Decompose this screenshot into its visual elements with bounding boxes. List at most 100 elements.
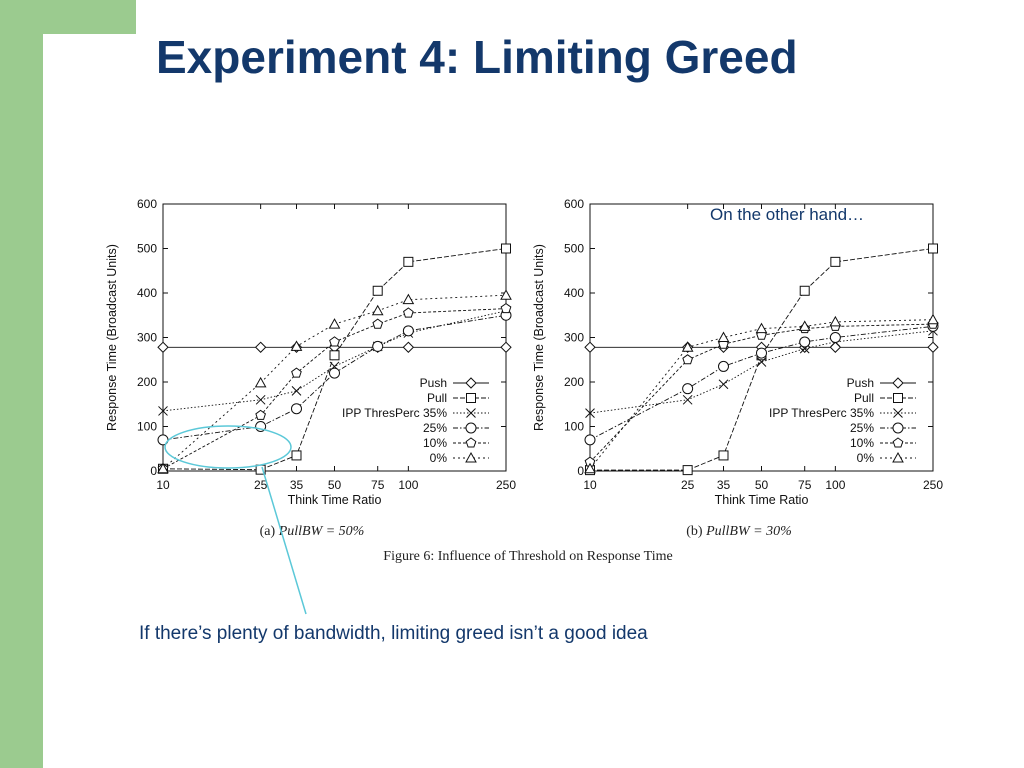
x-axis-label: Think Time Ratio <box>715 493 809 507</box>
data-point <box>717 331 730 342</box>
x-tick-label: 100 <box>825 478 845 492</box>
data-point <box>682 383 694 395</box>
x-tick-label: 50 <box>328 478 342 492</box>
x-axis-label: Think Time Ratio <box>288 493 382 507</box>
x-tick-label: 25 <box>681 478 695 492</box>
chart-panel-a: 0 100 200 300 400 500 600 10 25 35 50 75 100 250 Think… <box>105 197 516 539</box>
data-point <box>584 434 596 446</box>
y-tick-label: 300 <box>137 331 157 345</box>
data-point <box>372 318 384 329</box>
legend-label: Push <box>420 376 447 390</box>
callout-ellipse <box>164 425 292 469</box>
series-pull <box>585 243 938 476</box>
data-point <box>500 341 512 353</box>
data-point <box>798 320 811 331</box>
x-tick-label: 10 <box>156 478 170 492</box>
data-point <box>329 350 340 361</box>
data-point <box>584 462 596 474</box>
legend-marker <box>465 422 477 434</box>
panel-caption: (a) PullBW = 50% <box>260 524 365 539</box>
legend-label: Push <box>847 376 874 390</box>
x-tick-label: 100 <box>398 478 418 492</box>
data-point <box>717 360 729 372</box>
left-accent-bar <box>0 0 43 768</box>
data-point <box>829 315 842 327</box>
x-tick-label: 35 <box>717 478 731 492</box>
data-point <box>402 325 414 337</box>
top-accent-bar <box>0 0 136 34</box>
data-point <box>254 341 267 353</box>
data-point <box>928 243 938 254</box>
data-point <box>402 341 415 353</box>
legend-marker <box>892 377 904 389</box>
y-tick-label: 200 <box>137 375 157 389</box>
legend-marker <box>893 408 903 418</box>
data-point <box>403 307 414 318</box>
data-point <box>157 462 169 474</box>
data-point <box>402 293 415 305</box>
data-point <box>500 302 512 314</box>
data-point <box>372 340 384 352</box>
data-point <box>682 465 693 476</box>
bandwidth-note: If there’s plenty of bandwidth, limiting… <box>139 623 648 644</box>
figure-caption: Figure 6: Influence of Threshold on Resp… <box>383 549 672 564</box>
data-point <box>291 386 302 396</box>
x-tick-label: 50 <box>755 478 769 492</box>
x-tick-label: 75 <box>371 478 385 492</box>
series-25 <box>584 320 939 446</box>
y-tick-label: 500 <box>564 242 584 256</box>
callout-line <box>261 466 307 615</box>
series-ipp-thresperc-35 <box>585 325 938 419</box>
data-point <box>329 367 340 379</box>
legend-label: Pull <box>427 391 447 405</box>
y-tick-label: 0 <box>577 464 584 478</box>
panel-caption: (b) PullBW = 30% <box>686 524 791 539</box>
x-tick-label: 75 <box>798 478 812 492</box>
legend-label: IPP ThresPerc 35% <box>769 406 874 420</box>
y-tick-label: 0 <box>150 464 157 478</box>
series-line <box>162 308 507 470</box>
y-tick-label: 600 <box>564 197 584 211</box>
legend-label: 10% <box>850 436 874 450</box>
data-point <box>829 341 842 353</box>
series-0 <box>157 289 512 474</box>
legend-marker <box>892 422 904 434</box>
legend-marker <box>892 437 904 448</box>
data-point <box>927 313 939 325</box>
data-point <box>371 304 384 316</box>
accent-corner <box>43 34 136 127</box>
data-point <box>290 340 303 351</box>
data-point <box>290 403 302 415</box>
data-point <box>799 336 811 348</box>
y-tick-label: 100 <box>564 420 584 434</box>
data-point <box>927 341 939 353</box>
data-point <box>157 341 169 353</box>
callout <box>164 425 307 615</box>
data-point <box>718 450 729 461</box>
legend-marker <box>892 451 904 463</box>
data-point <box>372 285 383 296</box>
data-point <box>329 336 340 347</box>
y-tick-label: 200 <box>564 375 584 389</box>
data-point <box>584 341 596 353</box>
data-point <box>756 357 767 367</box>
y-tick-label: 400 <box>564 286 584 300</box>
data-point <box>681 341 694 352</box>
legend-marker <box>465 437 477 448</box>
data-point <box>829 332 841 343</box>
legend-label: 0% <box>430 451 448 465</box>
data-point <box>291 450 302 461</box>
data-point <box>328 318 341 329</box>
legend-marker <box>893 393 903 403</box>
x-tick-label: 250 <box>923 478 943 492</box>
series-10 <box>157 302 512 474</box>
data-point <box>799 285 810 296</box>
series-25 <box>157 309 512 446</box>
panel-caption-text: PullBW = 30% <box>705 524 792 539</box>
data-point <box>501 243 511 254</box>
y-tick-label: 500 <box>137 242 157 256</box>
legend-label: IPP ThresPerc 35% <box>342 406 447 420</box>
panel-label: (a) <box>260 524 279 539</box>
